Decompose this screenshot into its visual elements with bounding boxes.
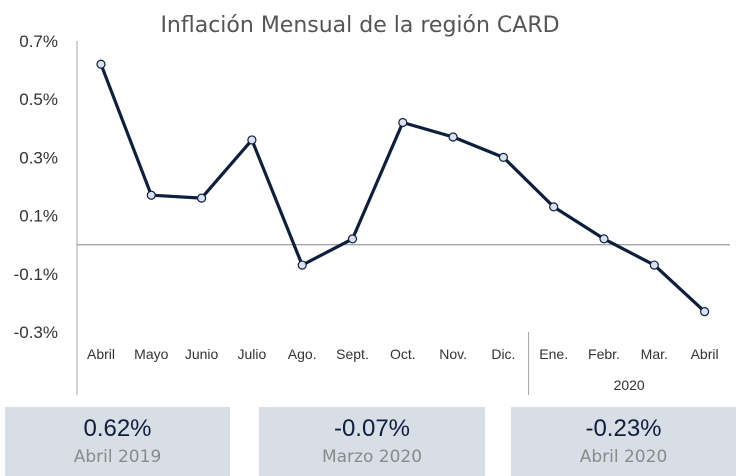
x-tick-label: Ene. <box>539 346 568 362</box>
x-tick-label: Nov. <box>439 346 467 362</box>
year-group-label: 2020 <box>614 377 645 393</box>
data-point <box>247 135 257 145</box>
x-tick-label: Junio <box>185 346 219 362</box>
y-tick-label: -0.3% <box>14 323 58 342</box>
data-point <box>599 234 609 244</box>
y-tick-label: 0.7% <box>19 32 58 51</box>
card-label: Abril 2020 <box>579 447 668 467</box>
x-axis-ticks: Abril Mayo Junio Julio Ago. Sept. Oct. Nov. Dic.… <box>87 346 719 362</box>
x-tick-label: Mar. <box>641 346 668 362</box>
data-point <box>146 190 156 200</box>
data-point <box>649 260 659 270</box>
x-tick-label: Julio <box>238 346 267 362</box>
data-point <box>398 117 408 128</box>
y-tick-label: -0.1% <box>14 265 58 284</box>
x-tick-label: Oct. <box>390 346 416 362</box>
card-value: -0.07% <box>333 415 411 442</box>
y-tick-label: 0.1% <box>19 207 58 226</box>
data-point <box>96 59 106 69</box>
x-tick-label: Ago. <box>288 346 317 362</box>
card-label: Abril 2019 <box>73 447 162 467</box>
data-point <box>197 193 207 203</box>
chart-title: Inflación Mensual de la región CARD <box>160 13 559 38</box>
x-tick-label: Mayo <box>134 346 168 362</box>
x-tick-label: Dic. <box>491 346 515 362</box>
data-point <box>448 132 458 142</box>
data-point <box>297 260 307 270</box>
x-tick-label: Sept. <box>336 346 369 362</box>
series-line-group <box>96 59 710 317</box>
summary-card-march-2020: -0.07% Marzo 2020 <box>259 407 485 476</box>
card-value: 0.62% <box>83 415 152 442</box>
card-value: -0.23% <box>585 415 662 442</box>
x-tick-label: Abril <box>691 346 719 362</box>
y-axis-ticks: 0.7% 0.5% 0.3% 0.1% -0.1% -0.3% <box>14 32 58 342</box>
series-line <box>99 63 706 313</box>
summary-card-april-2019: 0.62% Abril 2019 <box>5 407 230 476</box>
data-point <box>347 234 358 244</box>
y-tick-label: 0.3% <box>19 148 58 167</box>
x-tick-label: Febr. <box>588 346 620 362</box>
data-point <box>699 307 710 317</box>
line-chart: Inflación Mensual de la región CARD 0.7%… <box>14 13 730 395</box>
card-label: Marzo 2020 <box>321 447 423 467</box>
data-point <box>549 202 559 212</box>
x-tick-label: Abril <box>87 346 115 362</box>
data-point <box>498 152 508 162</box>
summary-card-april-2020: -0.23% Abril 2020 <box>511 407 736 476</box>
chart-axes <box>76 41 730 395</box>
y-tick-label: 0.5% <box>19 90 58 109</box>
